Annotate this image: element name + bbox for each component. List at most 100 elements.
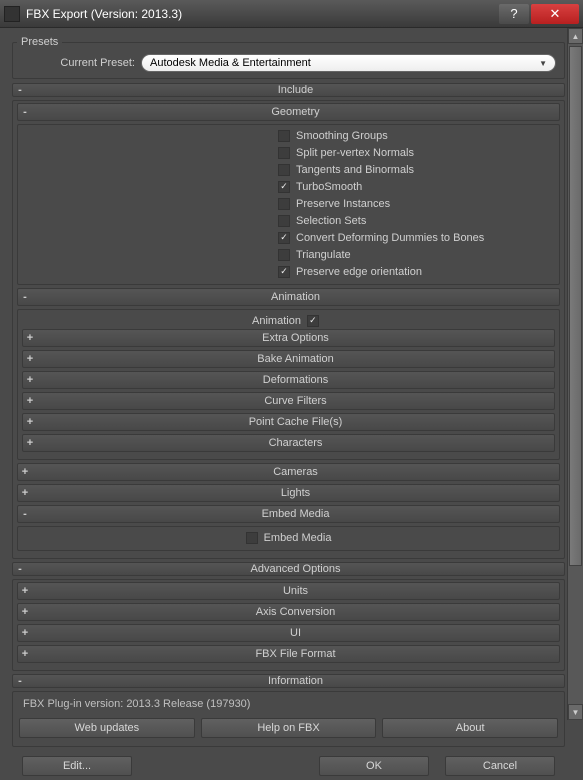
subsection-title: Point Cache File(s) <box>37 416 554 428</box>
extra-options-header[interactable]: +Extra Options <box>22 329 555 347</box>
axis-conversion-header[interactable]: +Axis Conversion <box>17 603 560 621</box>
geometry-option[interactable]: Smoothing Groups <box>22 127 555 144</box>
preset-selected-value: Autodesk Media & Entertainment <box>150 57 311 69</box>
scroll-thumb[interactable] <box>569 46 582 566</box>
animation-body: Animation +Extra Options +Bake Animation… <box>17 309 560 460</box>
collapse-icon: - <box>18 106 32 118</box>
option-label: Embed Media <box>264 532 332 544</box>
option-label: Tangents and Binormals <box>296 164 414 176</box>
option-label: Split per-vertex Normals <box>296 147 414 159</box>
geometry-option[interactable]: Preserve Instances <box>22 195 555 212</box>
option-label: Preserve edge orientation <box>296 266 422 278</box>
subsection-title: Curve Filters <box>37 395 554 407</box>
geometry-option[interactable]: Preserve edge orientation <box>22 263 555 280</box>
presets-legend: Presets <box>17 36 62 48</box>
animation-toggle-label: Animation <box>252 315 301 327</box>
collapse-icon: - <box>13 675 27 687</box>
current-preset-label: Current Preset: <box>21 57 141 69</box>
option-label: Smoothing Groups <box>296 130 388 142</box>
expand-icon: + <box>18 627 32 639</box>
ok-button[interactable]: OK <box>319 756 429 776</box>
include-header[interactable]: - Include <box>12 83 565 97</box>
expand-icon: + <box>18 606 32 618</box>
help-on-fbx-button[interactable]: Help on FBX <box>201 718 377 738</box>
expand-icon: + <box>18 487 32 499</box>
include-body: - Geometry Smoothing Groups Split per-ve… <box>12 100 565 559</box>
checkbox-icon[interactable] <box>278 232 290 244</box>
expand-icon: + <box>18 648 32 660</box>
option-label: Selection Sets <box>296 215 366 227</box>
ui-header[interactable]: +UI <box>17 624 560 642</box>
geometry-header[interactable]: - Geometry <box>17 103 560 121</box>
geometry-option[interactable]: TurboSmooth <box>22 178 555 195</box>
geometry-option[interactable]: Tangents and Binormals <box>22 161 555 178</box>
advanced-title: Advanced Options <box>27 563 564 575</box>
titlebar: FBX Export (Version: 2013.3) ? ✕ <box>0 0 583 28</box>
option-label: Triangulate <box>296 249 351 261</box>
checkbox-icon[interactable] <box>278 164 290 176</box>
checkbox-icon[interactable] <box>307 315 319 327</box>
expand-icon: + <box>18 466 32 478</box>
collapse-icon: - <box>13 84 27 96</box>
dialog-bottom-bar: Edit... OK Cancel <box>12 750 565 780</box>
subsection-title: Extra Options <box>37 332 554 344</box>
checkbox-icon[interactable] <box>278 130 290 142</box>
dialog-body: Presets Current Preset: Autodesk Media &… <box>0 28 583 720</box>
expand-icon: + <box>23 437 37 449</box>
option-label: Convert Deforming Dummies to Bones <box>296 232 484 244</box>
checkbox-icon[interactable] <box>246 532 258 544</box>
point-cache-header[interactable]: +Point Cache File(s) <box>22 413 555 431</box>
checkbox-icon[interactable] <box>278 215 290 227</box>
fbx-format-header[interactable]: +FBX File Format <box>17 645 560 663</box>
scroll-up-arrow-icon[interactable]: ▲ <box>568 28 583 44</box>
bake-animation-header[interactable]: +Bake Animation <box>22 350 555 368</box>
scroll-down-arrow-icon[interactable]: ▼ <box>568 704 583 720</box>
cancel-button[interactable]: Cancel <box>445 756 555 776</box>
deformations-header[interactable]: +Deformations <box>22 371 555 389</box>
preset-dropdown[interactable]: Autodesk Media & Entertainment ▼ <box>141 54 556 72</box>
vertical-scrollbar[interactable]: ▲ ▼ <box>567 28 583 720</box>
cameras-title: Cameras <box>32 466 559 478</box>
expand-icon: + <box>23 332 37 344</box>
geometry-option[interactable]: Convert Deforming Dummies to Bones <box>22 229 555 246</box>
checkbox-icon[interactable] <box>278 198 290 210</box>
checkbox-icon[interactable] <box>278 266 290 278</box>
units-header[interactable]: +Units <box>17 582 560 600</box>
expand-icon: + <box>23 374 37 386</box>
checkbox-icon[interactable] <box>278 249 290 261</box>
help-window-button[interactable]: ? <box>499 4 529 24</box>
subsection-title: FBX File Format <box>32 648 559 660</box>
characters-header[interactable]: +Characters <box>22 434 555 452</box>
web-updates-button[interactable]: Web updates <box>19 718 195 738</box>
information-header[interactable]: - Information <box>12 674 565 688</box>
geometry-option[interactable]: Triangulate <box>22 246 555 263</box>
plugin-version-text: FBX Plug-in version: 2013.3 Release (197… <box>17 694 560 714</box>
animation-header[interactable]: - Animation <box>17 288 560 306</box>
subsection-title: Axis Conversion <box>32 606 559 618</box>
advanced-header[interactable]: - Advanced Options <box>12 562 565 576</box>
close-window-button[interactable]: ✕ <box>531 4 579 24</box>
expand-icon: + <box>23 416 37 428</box>
subsection-title: Deformations <box>37 374 554 386</box>
geometry-option[interactable]: Split per-vertex Normals <box>22 144 555 161</box>
lights-title: Lights <box>32 487 559 499</box>
about-button[interactable]: About <box>382 718 558 738</box>
animation-toggle-row[interactable]: Animation <box>22 312 555 329</box>
expand-icon: + <box>23 353 37 365</box>
geometry-option[interactable]: Selection Sets <box>22 212 555 229</box>
option-label: TurboSmooth <box>296 181 362 193</box>
geometry-body: Smoothing Groups Split per-vertex Normal… <box>17 124 560 285</box>
curve-filters-header[interactable]: +Curve Filters <box>22 392 555 410</box>
subsection-title: UI <box>32 627 559 639</box>
embed-media-body: Embed Media <box>17 526 560 551</box>
cameras-header[interactable]: +Cameras <box>17 463 560 481</box>
lights-header[interactable]: +Lights <box>17 484 560 502</box>
subsection-title: Bake Animation <box>37 353 554 365</box>
embed-media-title: Embed Media <box>32 508 559 520</box>
checkbox-icon[interactable] <box>278 181 290 193</box>
embed-media-option[interactable]: Embed Media <box>22 529 555 546</box>
embed-media-header[interactable]: -Embed Media <box>17 505 560 523</box>
subsection-title: Units <box>32 585 559 597</box>
edit-button[interactable]: Edit... <box>22 756 132 776</box>
checkbox-icon[interactable] <box>278 147 290 159</box>
